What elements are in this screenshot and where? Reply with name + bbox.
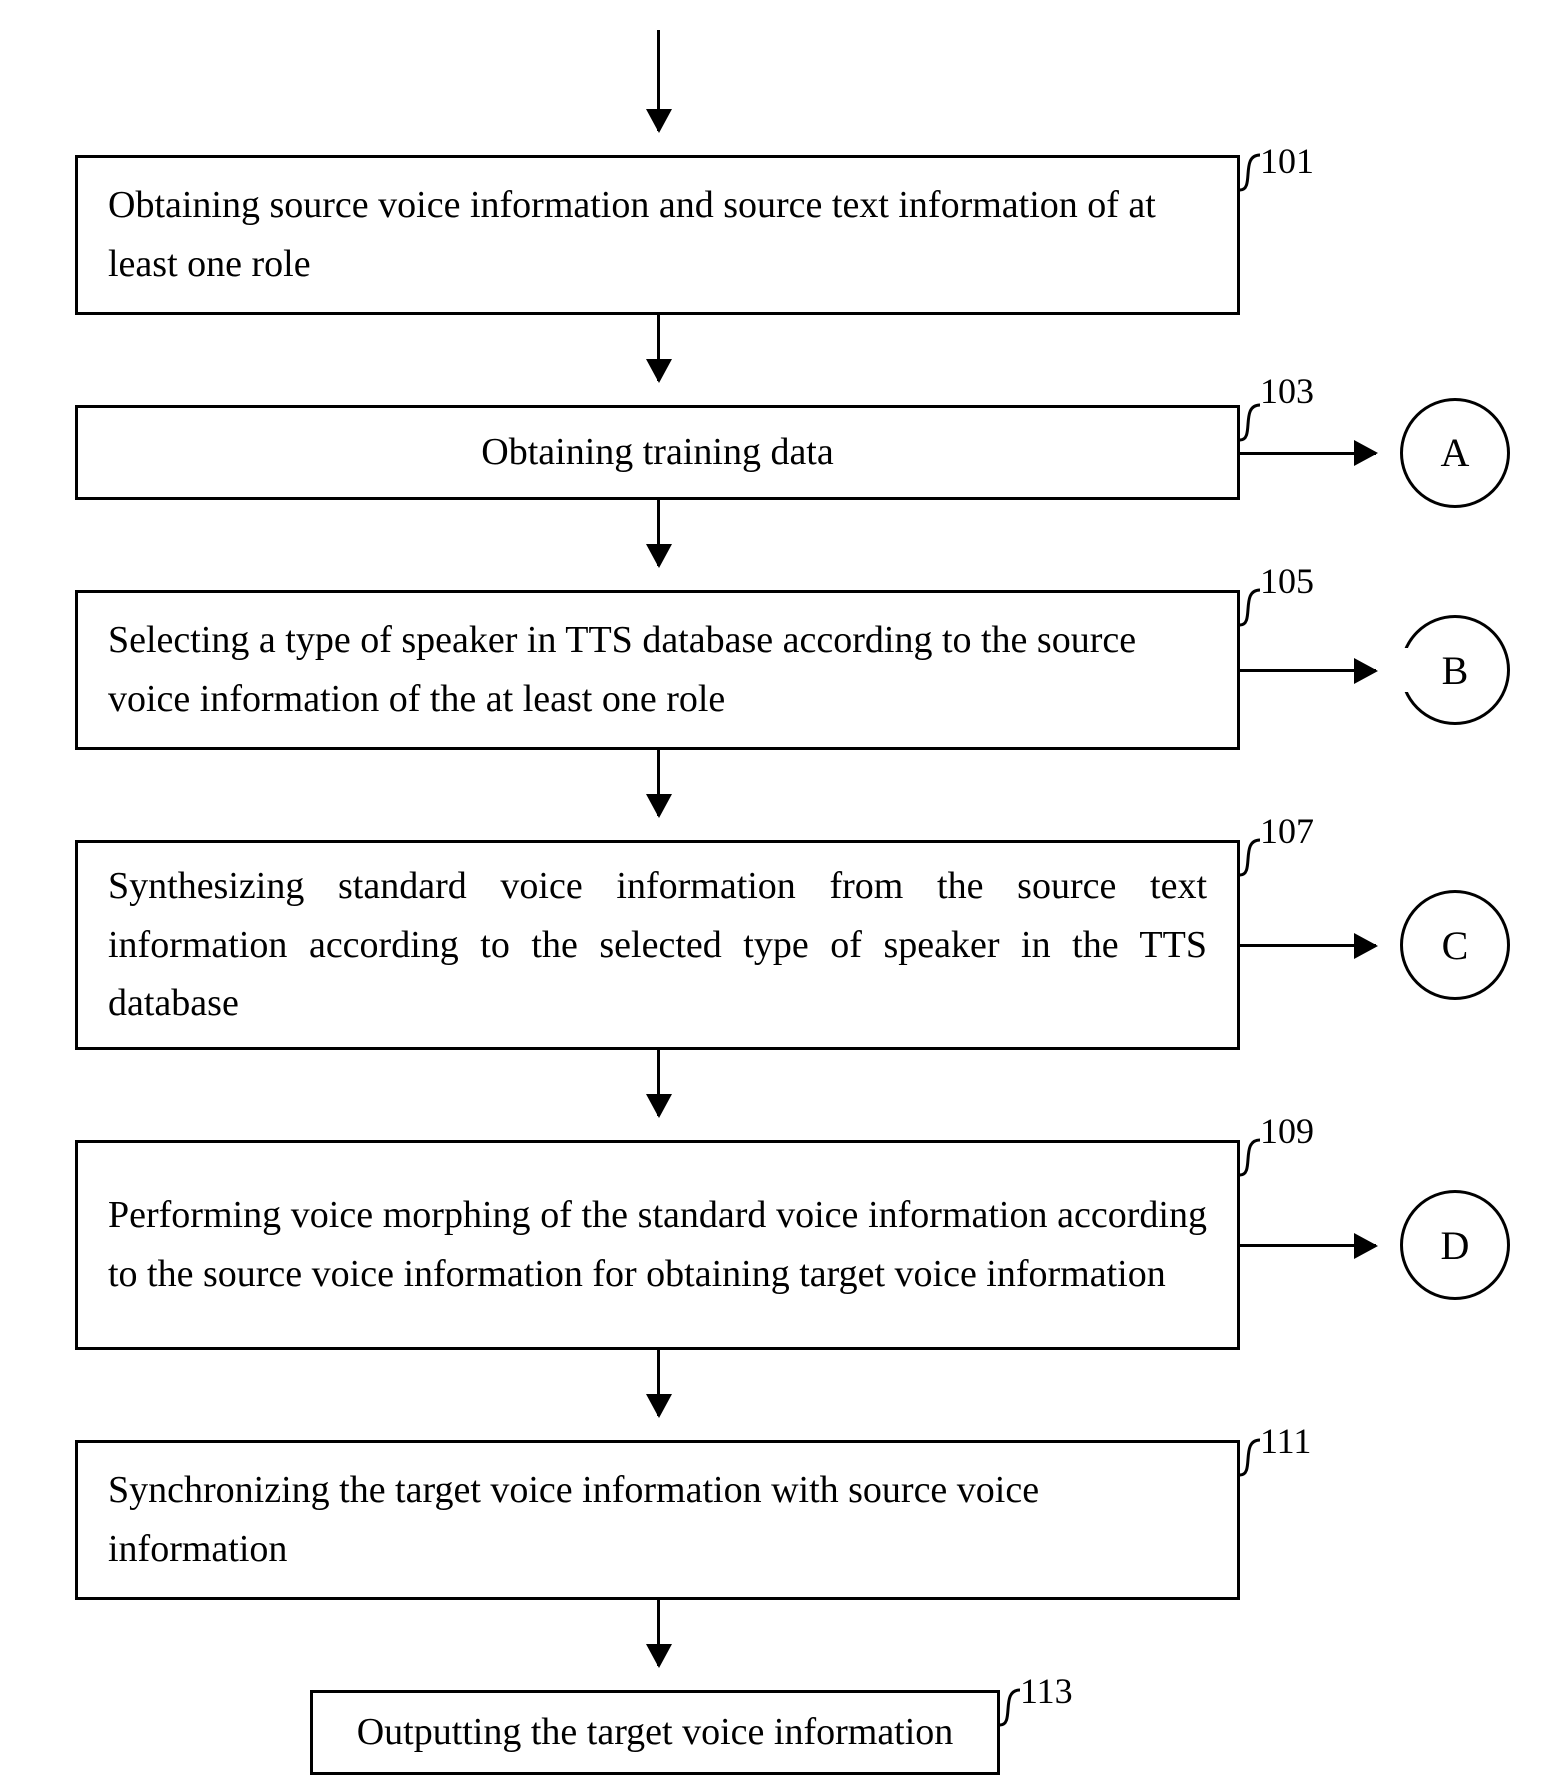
flow-arrow	[657, 1350, 660, 1416]
connector-label: D	[1441, 1222, 1470, 1269]
flow-step-105: Selecting a type of speaker in TTS datab…	[75, 590, 1240, 750]
connector-a: A	[1400, 398, 1510, 508]
connector-gap	[1396, 648, 1410, 692]
connector-b: B	[1400, 615, 1510, 725]
connector-c: C	[1400, 890, 1510, 1000]
connector-arrow	[1240, 944, 1376, 947]
connector-label: A	[1441, 429, 1470, 476]
flow-step-text: Synchronizing the target voice informati…	[108, 1461, 1207, 1579]
flow-arrow	[657, 315, 660, 381]
flowchart-canvas: Obtaining source voice information and s…	[0, 0, 1562, 1779]
flow-step-text: Obtaining source voice information and s…	[108, 176, 1207, 294]
connector-arrow	[1240, 669, 1376, 672]
flow-step-103: Obtaining training data	[75, 405, 1240, 500]
flow-step-101: Obtaining source voice information and s…	[75, 155, 1240, 315]
flow-step-text: Selecting a type of speaker in TTS datab…	[108, 611, 1207, 729]
flow-step-107: Synthesizing standard voice information …	[75, 840, 1240, 1050]
connector-arrow	[1240, 1244, 1376, 1247]
step-ref-111: 111	[1260, 1420, 1311, 1462]
flow-arrow	[657, 30, 660, 131]
flow-step-text: Synthesizing standard voice information …	[108, 857, 1207, 1034]
flow-arrow	[657, 1050, 660, 1116]
flow-arrow	[657, 1600, 660, 1666]
flow-step-113: Outputting the target voice information	[310, 1690, 1000, 1775]
connector-arrow	[1240, 452, 1376, 455]
step-ref-105: 105	[1260, 560, 1314, 602]
flow-step-text: Outputting the target voice information	[357, 1703, 954, 1762]
connector-d: D	[1400, 1190, 1510, 1300]
connector-label: B	[1442, 647, 1469, 694]
connector-label: C	[1442, 922, 1469, 969]
step-ref-113: 113	[1020, 1670, 1073, 1712]
flow-step-109: Performing voice morphing of the standar…	[75, 1140, 1240, 1350]
flow-step-text: Obtaining training data	[481, 423, 833, 482]
step-ref-101: 101	[1260, 140, 1314, 182]
flow-arrow	[657, 750, 660, 816]
flow-step-text: Performing voice morphing of the standar…	[108, 1186, 1207, 1304]
flow-step-111: Synchronizing the target voice informati…	[75, 1440, 1240, 1600]
step-ref-109: 109	[1260, 1110, 1314, 1152]
flow-arrow	[657, 500, 660, 566]
step-ref-107: 107	[1260, 810, 1314, 852]
step-ref-103: 103	[1260, 370, 1314, 412]
